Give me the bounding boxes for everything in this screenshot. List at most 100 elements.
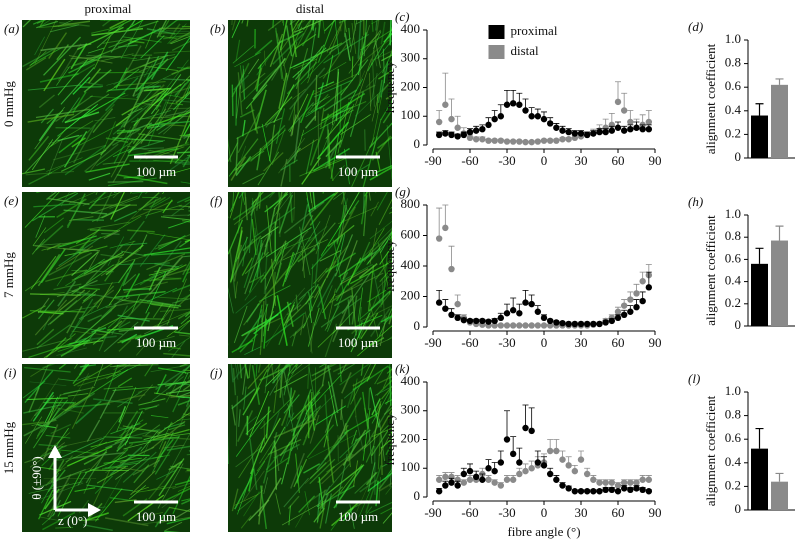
fibre bbox=[377, 433, 381, 470]
fibre bbox=[90, 296, 102, 312]
fibre bbox=[369, 166, 392, 181]
data-point bbox=[491, 479, 498, 486]
fibre bbox=[390, 225, 392, 244]
fibre bbox=[146, 28, 176, 35]
fibre bbox=[34, 299, 68, 336]
fibre bbox=[151, 431, 174, 474]
fibre bbox=[260, 396, 294, 430]
fibre bbox=[318, 61, 347, 79]
fibre bbox=[57, 437, 102, 448]
data-point bbox=[583, 131, 591, 139]
fibre bbox=[30, 377, 60, 422]
data-point bbox=[534, 308, 542, 315]
fibre bbox=[354, 20, 356, 21]
fibre bbox=[245, 303, 260, 323]
fibre bbox=[307, 364, 310, 389]
data-point bbox=[596, 320, 603, 328]
fibre bbox=[230, 156, 247, 181]
fibre bbox=[368, 501, 392, 514]
fibre bbox=[91, 27, 144, 36]
fibre bbox=[329, 37, 351, 54]
fibre bbox=[278, 192, 280, 203]
data-point bbox=[553, 137, 560, 144]
fibre bbox=[351, 56, 354, 78]
fibre bbox=[383, 406, 392, 415]
fibre bbox=[235, 236, 249, 262]
fibre bbox=[39, 20, 45, 27]
fibre bbox=[91, 209, 117, 223]
fibre bbox=[370, 308, 391, 337]
fibre bbox=[280, 74, 289, 111]
fibre bbox=[251, 192, 264, 205]
fibre bbox=[269, 33, 284, 67]
panel-label: (b) bbox=[210, 21, 225, 36]
fibre bbox=[104, 517, 149, 527]
fibre bbox=[358, 288, 381, 340]
fibre bbox=[382, 108, 392, 124]
fibre bbox=[71, 269, 98, 281]
data-point bbox=[546, 447, 554, 455]
fibre bbox=[114, 290, 166, 299]
fibre bbox=[114, 499, 137, 504]
y-axis-label: frequency bbox=[382, 413, 397, 465]
fibre bbox=[112, 103, 151, 135]
fibre bbox=[112, 147, 135, 158]
error-bar bbox=[436, 207, 443, 239]
fibre bbox=[239, 65, 245, 100]
fibre bbox=[83, 478, 92, 494]
data-point bbox=[633, 303, 640, 311]
fibre bbox=[384, 399, 392, 404]
fibre bbox=[354, 80, 392, 117]
fibre bbox=[293, 192, 295, 221]
fibre bbox=[348, 29, 381, 74]
fibre bbox=[235, 364, 239, 380]
fibre bbox=[182, 260, 190, 276]
data-point bbox=[553, 124, 560, 131]
fibre bbox=[347, 443, 367, 462]
fibre bbox=[86, 103, 115, 134]
fibre bbox=[338, 192, 360, 228]
data-point bbox=[435, 131, 443, 139]
data-point bbox=[460, 479, 468, 486]
fibre bbox=[304, 115, 317, 129]
scale-bar-label: 100 µm bbox=[338, 509, 378, 524]
fibre bbox=[307, 27, 317, 79]
fibre bbox=[98, 253, 125, 265]
fibre bbox=[337, 206, 378, 225]
fibre bbox=[273, 374, 308, 393]
data-point bbox=[503, 310, 511, 317]
fibre bbox=[293, 458, 308, 488]
data-point bbox=[491, 115, 498, 123]
fibre bbox=[41, 20, 51, 27]
data-point bbox=[454, 300, 461, 308]
fibre bbox=[368, 288, 392, 312]
fibre bbox=[369, 387, 380, 428]
data-point bbox=[516, 459, 523, 466]
fibre bbox=[100, 20, 119, 22]
fibre bbox=[289, 20, 294, 26]
fibre bbox=[125, 273, 141, 298]
data-point bbox=[639, 125, 646, 133]
fibre bbox=[254, 227, 262, 282]
fibre bbox=[37, 468, 86, 489]
fibre bbox=[56, 246, 85, 287]
fibre bbox=[231, 488, 239, 512]
fibre bbox=[283, 201, 325, 234]
fibre bbox=[318, 476, 324, 509]
fibre bbox=[179, 334, 190, 337]
fibre bbox=[154, 507, 170, 528]
fibre bbox=[52, 144, 106, 161]
fibre bbox=[367, 285, 392, 303]
fibre bbox=[142, 65, 179, 72]
fibre bbox=[360, 20, 362, 22]
fibre bbox=[37, 311, 64, 315]
fibre bbox=[85, 244, 124, 285]
fibre bbox=[241, 20, 244, 24]
data-point bbox=[559, 482, 566, 489]
fibre bbox=[340, 114, 371, 135]
fibre bbox=[308, 226, 328, 242]
fibre bbox=[378, 477, 382, 501]
fibre bbox=[176, 418, 190, 421]
fibre bbox=[376, 376, 392, 385]
fibre bbox=[380, 21, 386, 45]
